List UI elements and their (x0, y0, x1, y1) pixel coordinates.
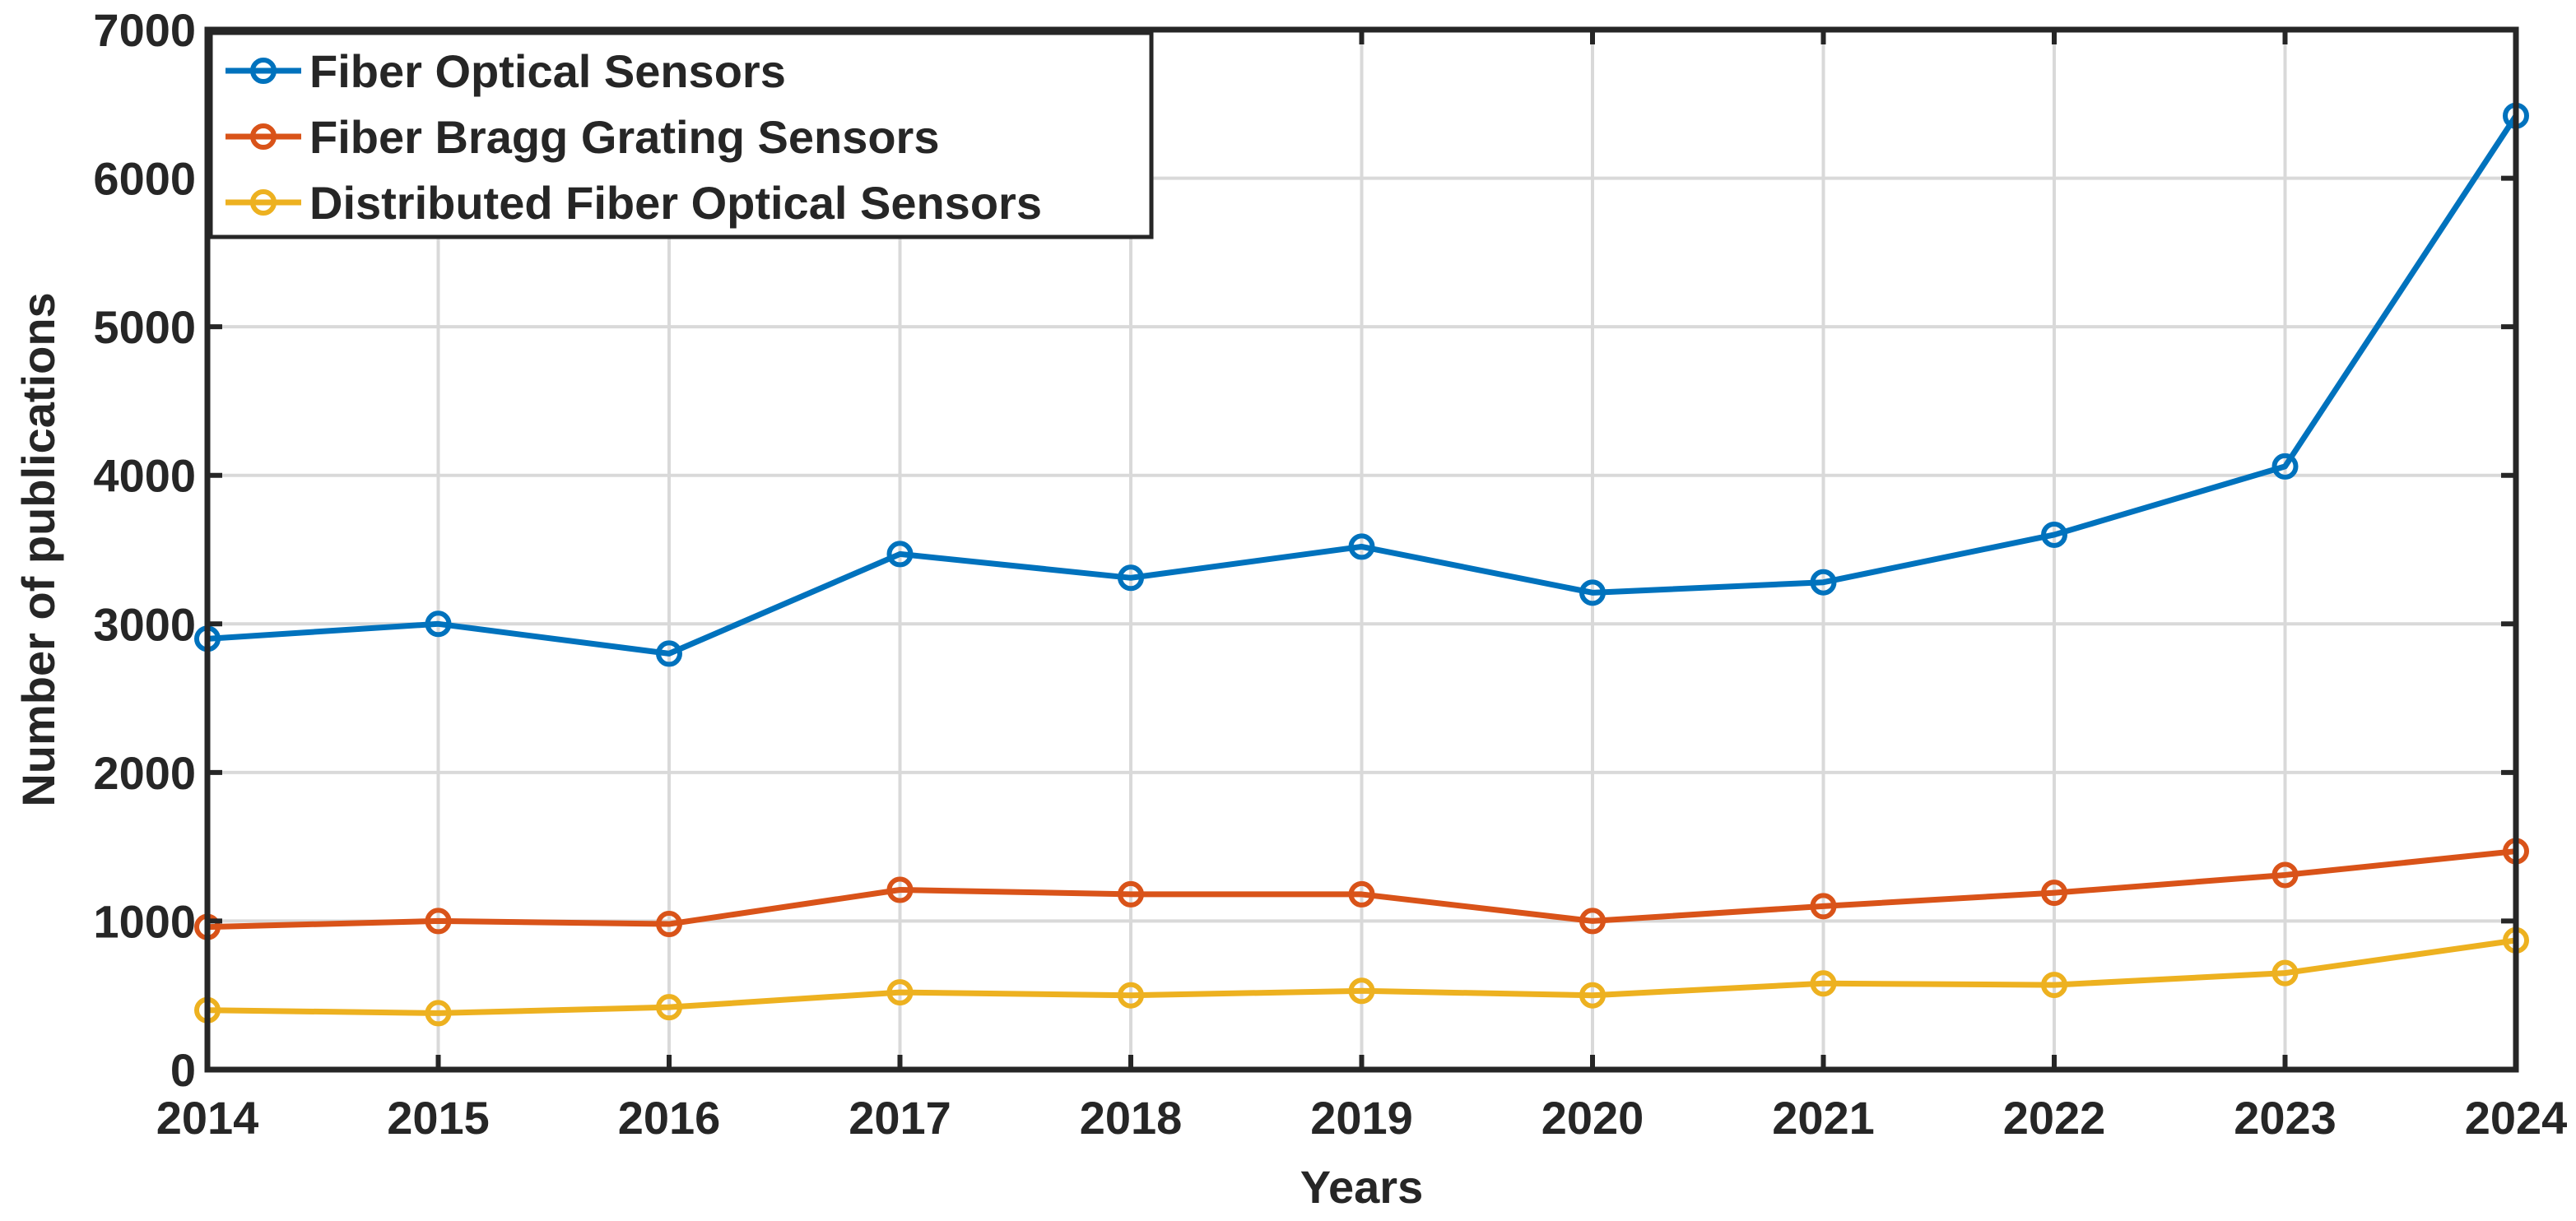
legend-label: Fiber Optical Sensors (309, 45, 786, 97)
data-point (1579, 579, 1606, 606)
legend-marker (250, 189, 277, 216)
data-point (886, 876, 914, 903)
legend-marker (250, 123, 277, 150)
data-point (2271, 861, 2299, 889)
series-line (204, 848, 2519, 931)
series-distributed-fiber-optical-sensors (194, 926, 2529, 1027)
data-point (656, 640, 682, 667)
data-point (886, 979, 914, 1006)
data-point (2041, 972, 2067, 999)
data-point (2271, 453, 2299, 480)
x-tick-label: 2014 (156, 1092, 259, 1144)
x-tick-label: 2022 (2003, 1092, 2106, 1144)
legend: Fiber Optical Sensors Fiber Bragg Grating… (208, 30, 1154, 239)
data-point (1118, 564, 1144, 592)
y-tick-label: 7000 (93, 4, 196, 56)
data-point (1579, 908, 1606, 935)
x-tick-label: 2015 (387, 1092, 490, 1144)
y-tick-label: 0 (170, 1044, 196, 1096)
series-line (204, 937, 2519, 1016)
data-point (2041, 521, 2067, 548)
data-point (1810, 970, 1837, 997)
data-point (2271, 959, 2299, 987)
data-point (1348, 977, 1375, 1005)
y-tick-label: 6000 (93, 153, 196, 205)
data-point (886, 541, 914, 568)
x-tick-label: 2016 (618, 1092, 721, 1144)
y-tick-label: 5000 (93, 301, 196, 353)
data-point (1118, 880, 1144, 908)
legend-label: Fiber Bragg Grating Sensors (309, 111, 940, 163)
legend-entry: Fiber Optical Sensors (226, 45, 786, 97)
y-tick-label: 4000 (93, 450, 196, 502)
data-point (425, 908, 452, 935)
data-point (425, 1000, 452, 1027)
legend-marker (250, 58, 277, 84)
x-tick-label: 2024 (2465, 1092, 2568, 1144)
x-tick-label: 2020 (1541, 1092, 1644, 1144)
data-point (1810, 893, 1837, 920)
x-tick-label: 2017 (849, 1092, 951, 1144)
x-tick-label: 2019 (1310, 1092, 1413, 1144)
series-layer (194, 102, 2529, 1027)
x-tick-label: 2023 (2234, 1092, 2337, 1144)
data-point (425, 610, 452, 638)
data-point (2041, 880, 2067, 907)
series-fiber-optical-sensors (194, 102, 2529, 667)
y-tick-label: 2000 (93, 747, 196, 799)
x-tick-label: 2018 (1080, 1092, 1183, 1144)
x-axis-title: Years (1300, 1161, 1424, 1213)
data-point (1579, 982, 1606, 1009)
series-fiber-bragg-grating-sensors (194, 838, 2529, 940)
series-line (204, 113, 2519, 657)
y-axis-title: Number of publications (12, 292, 64, 806)
legend-label: Distributed Fiber Optical Sensors (309, 177, 1042, 229)
y-tick-label: 3000 (93, 598, 196, 650)
y-tick-label: 1000 (93, 895, 196, 947)
axis-ticks: 2014 2015 2016 2017 2018 2019 2020 2021 2022 2023… (93, 4, 2567, 1144)
data-point (1348, 533, 1375, 560)
data-point (656, 994, 682, 1021)
data-point (1118, 982, 1144, 1009)
data-point (656, 911, 682, 938)
data-point (1348, 880, 1375, 908)
data-point (1810, 569, 1837, 596)
legend-entry: Distributed Fiber Optical Sensors (226, 177, 1042, 229)
legend-entry: Fiber Bragg Grating Sensors (226, 111, 940, 163)
x-tick-label: 2021 (1772, 1092, 1875, 1144)
legend-box (208, 30, 1154, 239)
